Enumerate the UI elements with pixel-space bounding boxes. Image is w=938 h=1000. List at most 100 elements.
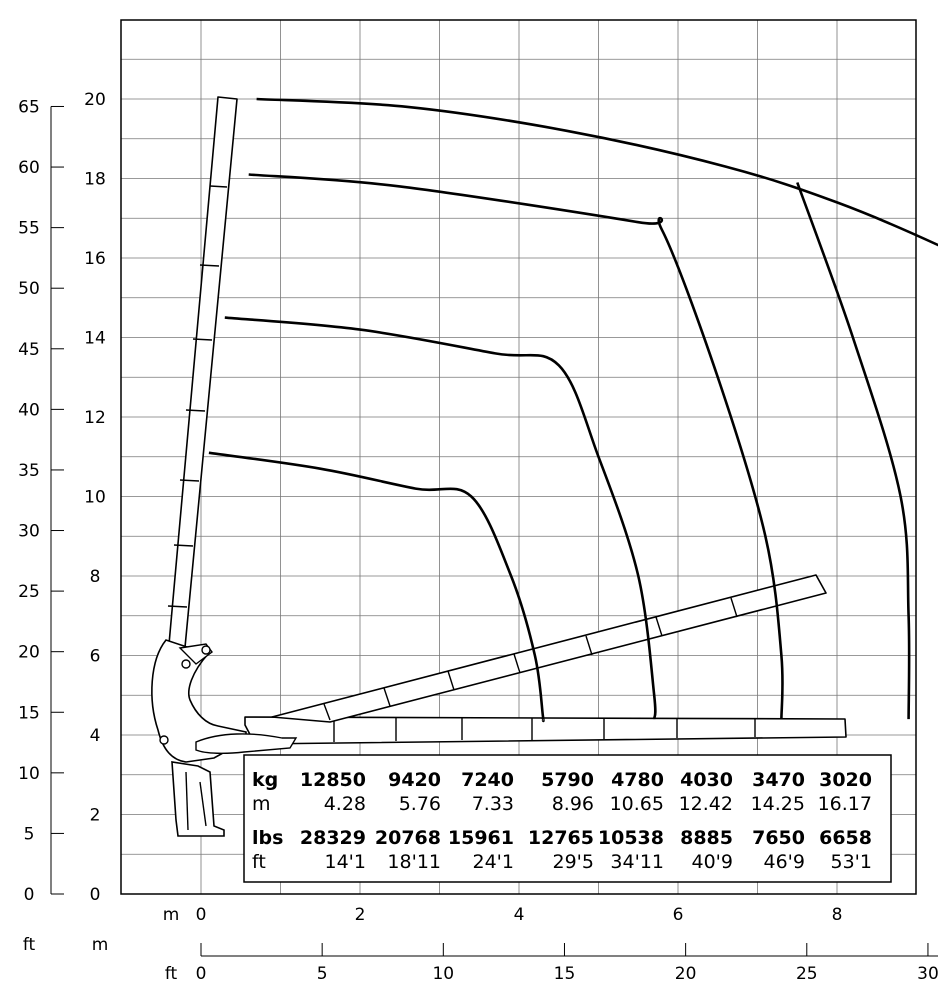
table-cell: 16.17: [818, 793, 872, 815]
x-axis-unit-m: m: [163, 905, 180, 925]
x-tick-label-ft: 0: [196, 964, 207, 984]
x-tick-label-ft: 5: [317, 964, 328, 984]
table-cell: 7.33: [472, 793, 514, 815]
x-tick-label-ft: 30: [917, 964, 938, 984]
stabiliser-detail: [199, 781, 207, 827]
y-tick-label-m: 18: [84, 170, 106, 190]
x-tick-label-ft: 15: [554, 964, 576, 984]
y-tick-label-ft: 45: [18, 340, 40, 360]
horizontal-boom: [244, 716, 847, 745]
y-tick-label-m: 20: [84, 90, 106, 110]
load-table: kg 12850 9420 7240 5790 4780 4030 3470 3020 m 4.28…: [243, 754, 892, 883]
table-cell: 8.96: [552, 793, 594, 815]
inclined-boom: [271, 574, 827, 723]
y-tick-label-m: 16: [84, 249, 106, 269]
y-tick-label-m: 12: [84, 408, 106, 428]
boom-section-joint: [323, 703, 331, 721]
table-cell: 5790: [541, 769, 594, 791]
y-tick-label-m: 2: [90, 806, 101, 826]
load-curves: [208, 97, 938, 723]
x-tick-label-ft: 20: [675, 964, 697, 984]
x-tick-label-m: 8: [832, 905, 843, 925]
crane-pin: [201, 645, 211, 655]
ft-axis-unit: m: [92, 935, 109, 955]
y-tick-label-ft: 20: [18, 643, 40, 663]
table-cell: 20768: [375, 827, 441, 849]
y-tick-label-ft: 25: [18, 582, 40, 602]
y-tick-label-m: 0: [90, 885, 101, 905]
boom-section-joint: [655, 616, 663, 637]
table-cell: 8885: [680, 827, 733, 849]
boom-section-joint: [585, 635, 593, 656]
table-cell: 29'5: [553, 851, 595, 873]
load-curve: [224, 316, 657, 720]
table-unit-ft: ft: [252, 851, 266, 873]
table-cell: 9420: [388, 769, 441, 791]
table-cell: 14.25: [751, 793, 805, 815]
x-tick-label-ft: 10: [432, 964, 454, 984]
table-cell: 4780: [611, 769, 664, 791]
ft-row-label: ft: [23, 935, 36, 955]
plot-frame: [120, 19, 917, 895]
y-tick-label-ft: 35: [18, 461, 40, 481]
load-curve: [208, 451, 545, 723]
y-tick-label-m: 6: [90, 647, 101, 667]
boom-section-joint: [185, 409, 206, 412]
crane-pin: [159, 735, 169, 745]
table-cell: 5.76: [399, 793, 441, 815]
y-tick-label-m: 4: [90, 726, 101, 746]
boom-section-joint: [199, 264, 220, 267]
table-cell: 10538: [598, 827, 664, 849]
y-tick-label-m: 10: [84, 488, 106, 508]
load-curve: [248, 173, 784, 720]
table-cell: 12.42: [679, 793, 733, 815]
boom-section-joint: [192, 338, 213, 341]
y-tick-label-ft: 40: [18, 400, 40, 420]
table-cell: 14'1: [325, 851, 367, 873]
table-cell: 7650: [752, 827, 805, 849]
table-unit-kg: kg: [252, 769, 278, 791]
table-cell: 18'11: [387, 851, 441, 873]
table-cell: 3470: [752, 769, 805, 791]
table-cell: 12850: [300, 769, 366, 791]
table-cell: 4.28: [324, 793, 366, 815]
y-tick-label-ft: 65: [18, 97, 40, 117]
boom-section-joint: [730, 597, 738, 618]
y-tick-label-ft: 30: [18, 522, 40, 542]
boom-section-joint: [209, 185, 228, 188]
x-tick-label-m: 0: [196, 905, 207, 925]
crane-pin: [181, 659, 191, 669]
table-cell: 4030: [680, 769, 733, 791]
boom-section-joint: [173, 544, 194, 547]
table-cell: 46'9: [764, 851, 806, 873]
boom-section-joint: [179, 479, 200, 482]
table-cell: 28329: [300, 827, 366, 849]
table-cell: 12765: [528, 827, 594, 849]
table-cell: 24'1: [473, 851, 515, 873]
axes: m ft m ft 024681012141618200510152025303…: [18, 90, 938, 984]
table-cell: 6658: [819, 827, 872, 849]
table-cell: 40'9: [692, 851, 734, 873]
y-tick-label-ft: 5: [24, 824, 35, 844]
boom-section-joint: [167, 605, 188, 608]
load-curve: [796, 182, 911, 720]
table-cell: 7240: [461, 769, 514, 791]
crane-stabiliser: [171, 761, 225, 837]
x-tick-label-m: 6: [673, 905, 684, 925]
boom-section-joint: [383, 687, 391, 707]
table-unit-lbs: lbs: [252, 827, 283, 849]
table-cell: 53'1: [831, 851, 873, 873]
stabiliser-detail: [185, 771, 189, 831]
y-tick-label-ft: 50: [18, 279, 40, 299]
boom-section-joint: [447, 670, 455, 691]
crane-drawing: [151, 96, 847, 837]
x-tick-label-m: 4: [514, 905, 525, 925]
table-cell: 34'11: [610, 851, 664, 873]
boom-section-joint: [513, 653, 521, 674]
max-reach-envelope: [256, 97, 938, 247]
boom-head: [195, 733, 298, 755]
y-tick-label-ft: 0: [24, 885, 35, 905]
y-tick-label-ft: 10: [18, 764, 40, 784]
x-tick-label-m: 2: [355, 905, 366, 925]
